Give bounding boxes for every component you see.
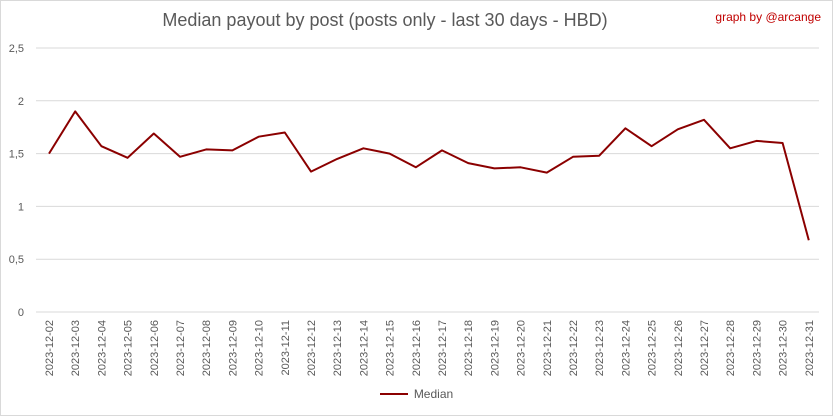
data-point	[597, 153, 602, 158]
chart-title: Median payout by post (posts only - last…	[162, 10, 608, 30]
x-tick-label: 2023-12-02	[44, 320, 56, 376]
data-point	[649, 144, 654, 149]
x-tick-label: 2023-12-06	[149, 320, 161, 376]
y-tick-label: 1,5	[9, 149, 24, 161]
data-point	[99, 144, 104, 149]
y-axis-ticks: 0 0,5 1 1,5 2 2,5	[9, 43, 24, 319]
x-tick-label: 2023-12-05	[123, 320, 135, 376]
x-tick-label: 2023-12-18	[463, 320, 475, 376]
y-tick-label: 2	[18, 96, 24, 108]
data-point	[754, 138, 759, 143]
data-point	[702, 117, 707, 122]
x-tick-label: 2023-12-08	[201, 320, 213, 376]
x-tick-label: 2023-12-20	[516, 320, 528, 376]
x-tick-label: 2023-12-24	[620, 320, 632, 376]
y-tick-label: 2,5	[9, 43, 24, 55]
x-tick-label: 2023-12-30	[778, 320, 790, 376]
gridlines	[36, 47, 819, 313]
x-tick-label: 2023-12-14	[358, 320, 370, 376]
data-point	[125, 155, 130, 160]
data-point	[361, 146, 366, 151]
x-axis-ticks: 2023-12-02 2023-12-03 2023-12-04 2023-12-05…	[44, 320, 816, 376]
data-point	[466, 161, 471, 166]
x-tick-label: 2023-12-23	[594, 320, 606, 376]
data-point	[47, 151, 52, 156]
data-point	[440, 148, 445, 153]
data-point	[73, 109, 78, 114]
legend-swatch-median	[379, 393, 408, 395]
data-point	[492, 166, 497, 171]
data-point	[544, 170, 549, 175]
x-tick-label: 2023-12-31	[804, 320, 816, 376]
x-tick-label: 2023-12-13	[332, 320, 344, 376]
data-point	[309, 169, 314, 174]
data-point	[780, 141, 785, 146]
x-tick-label: 2023-12-17	[437, 320, 449, 376]
data-point	[178, 154, 183, 159]
data-point	[204, 147, 209, 152]
series-layer	[47, 109, 811, 243]
data-point	[571, 154, 576, 159]
y-tick-label: 0	[18, 307, 24, 319]
x-tick-label: 2023-12-16	[411, 320, 423, 376]
data-point	[256, 134, 261, 139]
data-point	[387, 151, 392, 156]
x-tick-label: 2023-12-07	[175, 320, 187, 376]
series-line-median	[48, 110, 810, 241]
y-tick-label: 1	[18, 201, 24, 213]
x-tick-label: 2023-12-29	[751, 320, 763, 376]
x-tick-label: 2023-12-28	[725, 320, 737, 376]
data-point	[335, 156, 340, 161]
data-point	[623, 126, 628, 131]
data-point	[806, 238, 811, 243]
x-tick-label: 2023-12-21	[542, 320, 554, 376]
data-point	[413, 165, 418, 170]
x-tick-label: 2023-12-26	[673, 320, 685, 376]
legend: Median	[0, 387, 833, 401]
legend-label-median: Median	[413, 387, 454, 401]
data-point	[675, 127, 680, 132]
x-tick-label: 2023-12-11	[280, 320, 292, 375]
x-tick-label: 2023-12-19	[489, 320, 501, 376]
data-point	[518, 165, 523, 170]
x-tick-label: 2023-12-12	[306, 320, 318, 376]
y-tick-label: 0,5	[9, 254, 24, 266]
x-tick-label: 2023-12-25	[647, 320, 659, 376]
x-tick-label: 2023-12-10	[254, 320, 266, 376]
x-tick-label: 2023-12-15	[385, 320, 397, 376]
data-point	[282, 130, 287, 135]
data-point	[151, 131, 156, 136]
x-tick-label: 2023-12-09	[227, 320, 239, 376]
data-point	[728, 146, 733, 151]
x-tick-label: 2023-12-22	[568, 320, 580, 376]
credit-label: graph by @arcange	[715, 10, 821, 24]
data-point	[230, 148, 235, 153]
x-tick-label: 2023-12-03	[70, 320, 82, 376]
x-tick-label: 2023-12-04	[96, 320, 108, 376]
x-tick-label: 2023-12-27	[699, 320, 711, 376]
